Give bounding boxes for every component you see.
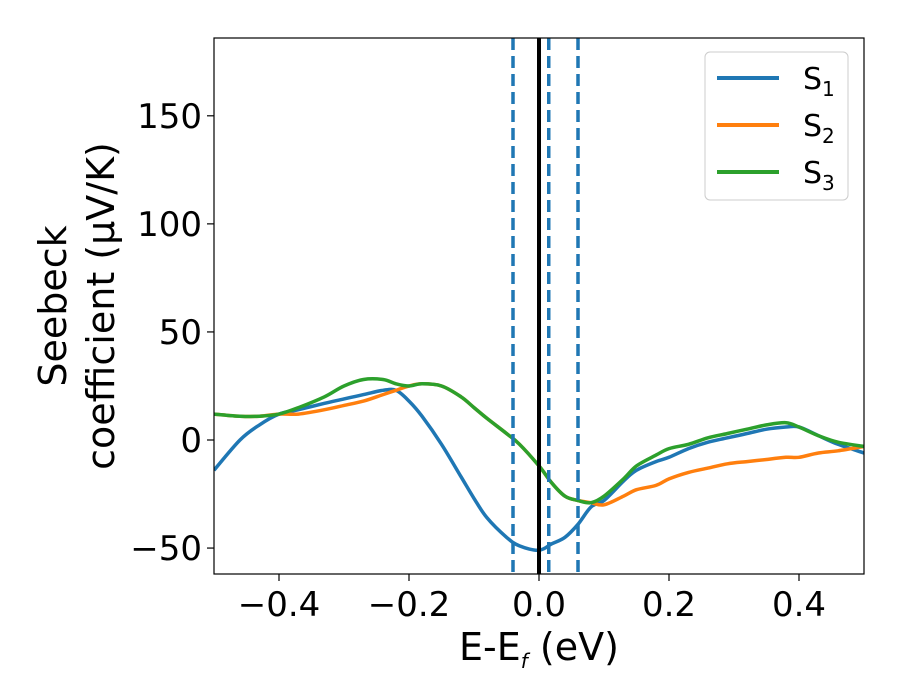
legend: S1 S2 S3 — [704, 51, 849, 201]
series-line-s1 — [214, 387, 864, 552]
y-tick-label: 150 — [137, 97, 202, 137]
y-axis-title-line1: Seebeck — [31, 225, 75, 386]
x-axis-title: E-Ef (eV) — [459, 625, 619, 673]
x-tick-label: −0.2 — [368, 585, 451, 625]
y-tick-label: 0 — [180, 421, 202, 461]
legend-label-s1: S1 — [803, 62, 835, 101]
plot-area — [214, 38, 864, 574]
y-axis-title-line2: coefficient (μV/K) — [79, 142, 123, 470]
axes-ticks: −0.4 −0.2 0.0 0.2 0.4 −50 0 50 100 150 — [130, 97, 826, 625]
y-tick-label: 50 — [159, 313, 202, 353]
x-tick-label: 0.2 — [642, 585, 696, 625]
x-tick-label: 0.0 — [512, 585, 566, 625]
y-tick-label: −50 — [130, 529, 202, 569]
x-tick-label: 0.4 — [772, 585, 826, 625]
series-line-s3 — [214, 377, 864, 505]
legend-label-s3: S3 — [803, 156, 835, 195]
x-tick-label: −0.4 — [238, 585, 321, 625]
y-tick-label: 100 — [137, 205, 202, 245]
legend-label-s2: S2 — [803, 109, 835, 148]
